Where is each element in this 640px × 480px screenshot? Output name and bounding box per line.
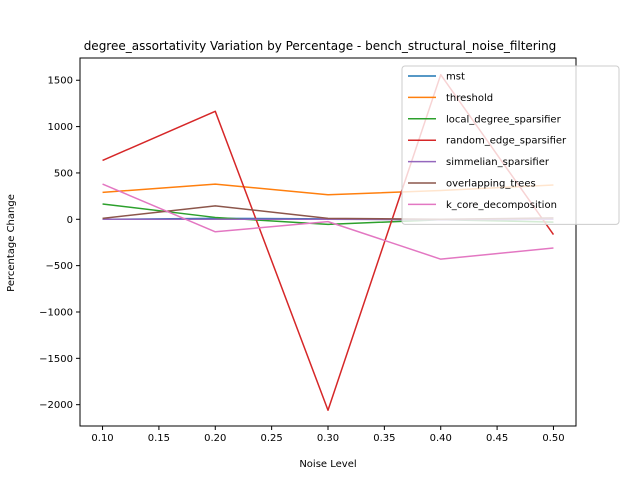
legend-entry-random-edge-sparsifier: random_edge_sparsifier (446, 136, 567, 147)
y-tick-label: −500 (46, 261, 73, 272)
y-tick-label: −2000 (39, 400, 73, 411)
x-tick-label: 0.45 (486, 433, 508, 444)
x-tick-label: 0.40 (430, 433, 452, 444)
y-tick-label: 1500 (48, 76, 73, 87)
legend-entry-overlapping-trees: overlapping_trees (446, 179, 536, 190)
legend-entry-threshold: threshold (446, 93, 493, 104)
legend: mst threshold local_degree_sparsifierrando… (401, 65, 620, 225)
legend-entry-local-degree-sparsifier: local_degree_sparsifier (446, 114, 562, 125)
chart-title: degree_assortativity Variation by Percen… (84, 39, 557, 53)
y-axis: −2000 −1500 −1000 −500 0 500 1000 1500 (39, 76, 80, 411)
legend-entry-mst: mst (446, 72, 465, 83)
x-tick-label: 0.35 (373, 433, 395, 444)
x-tick-label: 0.30 (317, 433, 339, 444)
x-tick-label: 0.10 (91, 433, 113, 444)
y-tick-label: 500 (54, 168, 73, 179)
x-tick-label: 0.25 (261, 433, 283, 444)
x-tick-label: 0.20 (204, 433, 226, 444)
y-axis-label: Percentage Change (6, 194, 17, 292)
y-tick-label: 0 (67, 215, 73, 226)
legend-entry-simmelian-sparsifier: simmelian_sparsifier (446, 157, 550, 168)
legend-entry-k-core-decomposition: k_core_decomposition (446, 200, 557, 211)
y-tick-label: 1000 (48, 122, 73, 133)
series-line-k-core-decomposition (102, 183, 554, 260)
x-tick-label: 0.50 (542, 433, 564, 444)
legend-box (401, 65, 620, 225)
x-axis: 0.10 0.15 0.20 0.25 0.30 0.35 0.40 0.45 0.50 (91, 426, 565, 444)
y-tick-label: −1000 (39, 307, 73, 318)
y-tick-label: −1500 (39, 354, 73, 365)
x-axis-label: Noise Level (299, 459, 356, 470)
x-tick-label: 0.15 (148, 433, 170, 444)
